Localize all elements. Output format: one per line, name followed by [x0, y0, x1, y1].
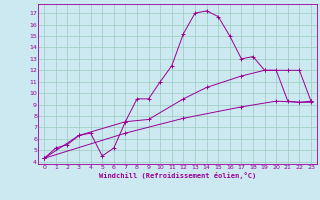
- X-axis label: Windchill (Refroidissement éolien,°C): Windchill (Refroidissement éolien,°C): [99, 172, 256, 179]
